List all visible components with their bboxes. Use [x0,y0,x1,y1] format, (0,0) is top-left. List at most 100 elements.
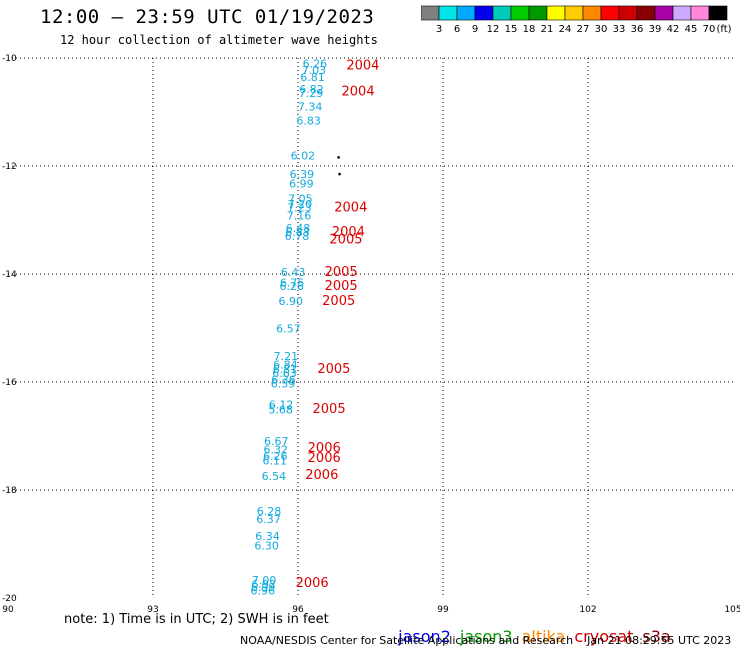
tick-label-lat: -18 [2,486,17,496]
swh-value: 7.29 [299,87,324,100]
tick-label-lon: 93 [147,605,158,615]
tick-label-lat: -20 [2,594,17,604]
swh-value: 6.12 [269,399,294,412]
swh-value: 6.99 [251,581,276,594]
map-subtitle: 12 hour collection of altimeter wave hei… [60,33,378,47]
colorbar-label: 33 [613,24,626,35]
swh-value: 6.75 [280,277,305,290]
tick-label-lon: 96 [292,605,304,615]
satellite-legend-item-s3a: s3a [642,627,671,646]
colorbar-label: 45 [685,24,698,35]
swh-value: 6.57 [276,323,301,336]
swh-value: 6.02 [291,150,316,163]
swh-value: 7.05 [288,192,313,205]
swh-value: 6.59 [271,378,296,391]
swh-value: 6.26 [263,450,288,463]
swh-value: 6.81 [300,71,325,84]
colorbar-label: 21 [541,24,554,35]
swh-value: 6.92 [251,578,276,591]
satellite-legend-item-altika: altika [521,627,566,646]
swh-value: 6.26 [279,280,304,293]
map-title: 12:00 – 23:59 UTC 01/19/2023 [40,6,375,28]
pass-time-label: 2004 [334,201,367,216]
swh-value: 6.43 [281,266,306,279]
swh-value: 6.30 [254,540,279,553]
swh-value: 6.39 [290,168,315,181]
swh-value: 6.90 [279,295,304,308]
swh-value: 7.00 [252,574,277,587]
tick-label-lat: -12 [2,162,17,172]
pass-time-label: 2005 [325,265,358,280]
pass-time-label: 2005 [325,279,358,294]
tick-label-lon: 105 [724,605,740,615]
satellite-legend-item-cryosat: cryosat [574,627,634,646]
swh-value: 6.26 [303,57,328,70]
satellite-legend: jason2 jason3 altika cryosat s3a [388,608,680,646]
colorbar-unit: (ft) [716,24,731,35]
tick-label-lon: 90 [2,605,14,615]
swh-value: 6.67 [264,435,289,448]
colorbar-label: 36 [631,24,644,35]
satellite-legend-item-jason2: jason2 [398,627,451,646]
tick-label-lat: -10 [2,54,17,64]
swh-value: 6.54 [262,470,287,483]
swh-value: 6.37 [256,513,281,526]
colorbar-label: 15 [505,24,518,35]
swh-value: 6.34 [255,530,280,543]
swh-value: 6.82 [299,83,324,96]
island-mark [337,156,340,159]
colorbar-label: 6 [454,24,460,35]
pass-time-label: 2004 [346,58,379,73]
colorbar-label: 27 [577,24,590,35]
pass-time-label: 2005 [317,362,350,377]
swh-value: 6.83 [296,115,321,128]
pass-time-label: 2004 [332,225,365,240]
colorbar-label: 12 [487,24,500,35]
colorbar-swatch [708,5,728,21]
colorbar-label: 18 [523,24,536,35]
swh-value: 6.78 [285,230,310,243]
swh-value: 6.96 [250,584,275,597]
swh-value: 7.21 [274,350,299,363]
tick-label-lon: 102 [579,605,596,615]
tick-label-lon: 99 [437,605,449,615]
swh-value: 7.34 [298,101,323,114]
swh-value: 7.20 [288,198,313,211]
swh-value: 7.23 [287,202,312,215]
colorbar-label: 24 [559,24,572,35]
pass-time-label: 2005 [322,294,355,309]
pass-time-label: 2006 [305,468,338,483]
credit-line: NOAA/NESDIS Center for Satellite Applica… [240,634,732,647]
pass-time-label: 2006 [308,451,341,466]
tick-label-lat: -16 [2,378,17,388]
swh-value: 6.48 [286,222,311,235]
colorbar-label: 70 [703,24,716,35]
colorbar-label: 30 [595,24,608,35]
pass-time-label: 2004 [342,84,375,99]
satellite-legend-item-jason3: jason3 [459,627,513,646]
island-mark [338,172,341,176]
swh-value: 6.81 [273,363,298,376]
pass-time-label: 2005 [329,232,362,247]
pass-time-label: 2005 [313,402,346,417]
wave-height-colorbar: 3 6 9 12 15 18 21 24 27 30 33 36 39 42 45 70 (ft) [421,5,731,35]
swh-value: 7.16 [287,210,312,223]
swh-value: 6.99 [289,177,314,190]
pass-time-label: 2006 [296,576,329,591]
colorbar-label: 3 [436,24,442,35]
colorbar-label: 42 [667,24,680,35]
swh-value: 5.68 [268,404,293,417]
swh-value: 6.63 [272,367,297,380]
swh-value: 6.83 [285,226,310,239]
swh-value: 7.03 [302,64,327,77]
colorbar-label: 39 [649,24,662,35]
tick-label-lat: -14 [2,270,17,280]
swh-value: 6.28 [257,505,282,518]
pass-time-label: 2006 [308,441,341,456]
swh-value: 6.36 [271,373,296,386]
footer-note: note: 1) Time is in UTC; 2) SWH is in fe… [64,612,329,627]
swh-value: 6.32 [264,444,289,457]
swh-value: 6.11 [263,454,288,467]
swh-value: 6.84 [273,359,298,372]
